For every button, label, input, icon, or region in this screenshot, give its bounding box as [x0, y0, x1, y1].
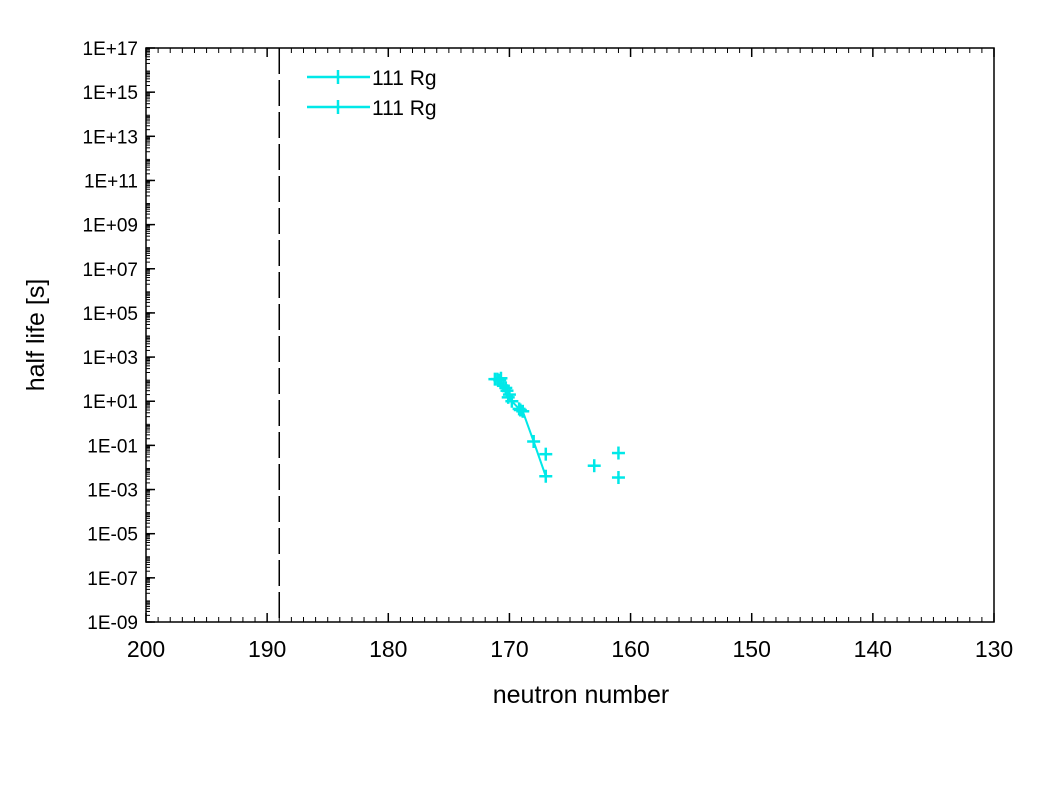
legend-entry: 111 Rg [307, 97, 437, 120]
data-point [499, 381, 513, 395]
data-point [539, 469, 553, 483]
y-tick-label: 1E+03 [83, 348, 138, 369]
data-point [494, 371, 508, 385]
x-tick-label: 180 [369, 636, 407, 662]
y-tick-label: 1E-03 [87, 481, 138, 502]
y-tick-label: 1E+11 [84, 171, 138, 192]
x-axis-label: neutron number [493, 681, 670, 709]
y-tick-label: 1E+09 [83, 216, 138, 237]
x-tick-label: 150 [733, 636, 771, 662]
legend-label: 111 Rg [372, 97, 437, 120]
y-tick-label: 1E-09 [87, 613, 138, 634]
legend-entry: 111 Rg [307, 67, 437, 90]
legend-label: 111 Rg [372, 67, 437, 90]
data-point [501, 390, 515, 404]
data-point [513, 403, 527, 417]
y-tick-label: 1E-07 [87, 569, 138, 590]
y-tick-label: 1E+05 [83, 304, 138, 325]
data-point [539, 447, 553, 461]
legend: 111 Rg 111 Rg [307, 67, 437, 120]
y-tick-label: 1E+01 [83, 392, 138, 413]
x-tick-label: 160 [611, 636, 649, 662]
y-tick-label: 1E+17 [83, 39, 138, 60]
y-tick-label: 1E+13 [83, 127, 138, 148]
x-tick-label: 170 [490, 636, 528, 662]
y-axis-label: half life [s] [22, 279, 50, 392]
x-axis: 200 190 180 170 160 150 140 130 [127, 48, 1013, 662]
y-tick-label: 1E+07 [83, 260, 138, 281]
data-point [516, 404, 530, 418]
data-point [611, 471, 625, 485]
x-tick-label: 200 [127, 636, 165, 662]
y-tick-label: 1E+15 [83, 83, 138, 104]
x-tick-label: 130 [975, 636, 1013, 662]
data-point [587, 459, 601, 473]
y-axis: 1E-09 1E-07 1E-05 1E-03 1E-01 1E+01 1E+03 1E+05… [83, 39, 155, 634]
series-1 [488, 371, 625, 485]
series-layer [488, 371, 625, 485]
data-point [527, 434, 541, 448]
plot-frame [145, 47, 995, 623]
y-tick-label: 1E-05 [87, 525, 138, 546]
x-tick-label: 190 [248, 636, 286, 662]
x-tick-label: 140 [854, 636, 892, 662]
y-tick-label: 1E-01 [87, 436, 138, 457]
data-point [611, 446, 625, 460]
